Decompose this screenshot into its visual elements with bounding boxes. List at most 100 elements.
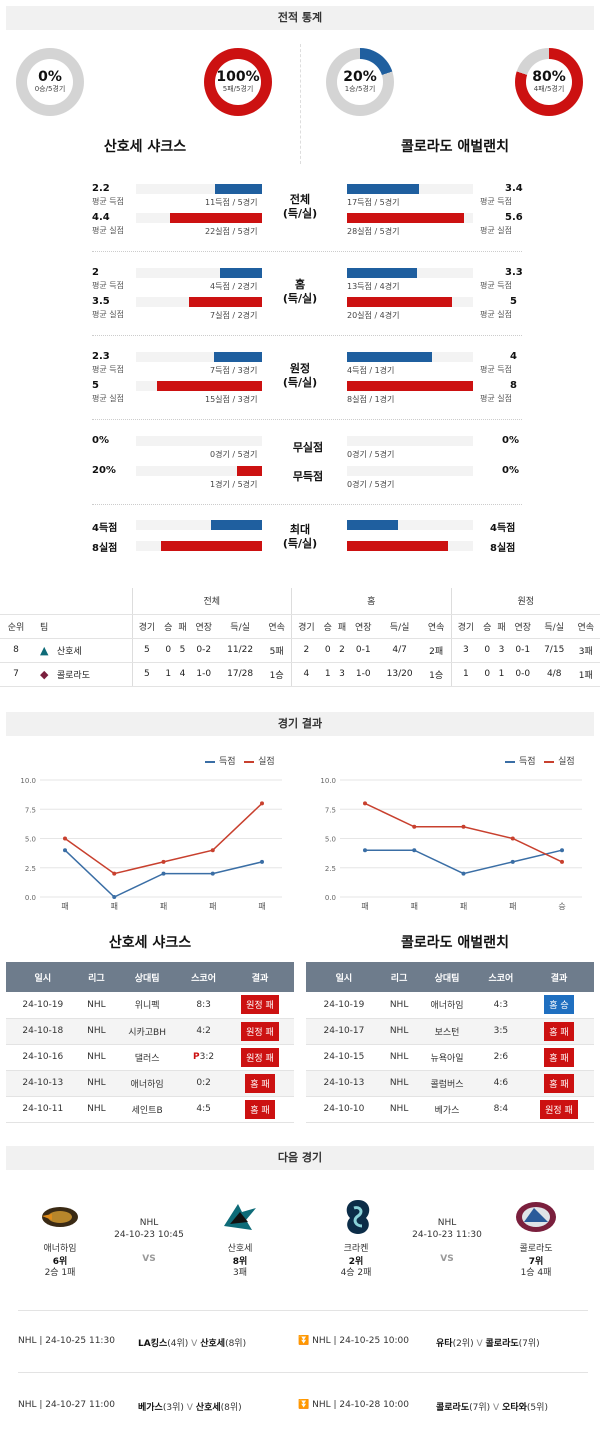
penalty-mark: P bbox=[193, 1052, 200, 1062]
upcoming-team: 유타 bbox=[436, 1339, 453, 1349]
x-tick-label: 패 bbox=[411, 901, 418, 911]
col: 연속 bbox=[262, 614, 292, 639]
result-cell: 홈 패 bbox=[523, 1018, 594, 1045]
data-point bbox=[412, 824, 417, 829]
fraction: 7득점 / 3경기 bbox=[210, 366, 258, 375]
team-name: 콜로라도 bbox=[56, 670, 90, 681]
bar-track bbox=[136, 184, 262, 194]
date-cell: 24-10-19 bbox=[6, 992, 80, 1019]
label: 평균 득점 bbox=[480, 197, 512, 206]
game-time: 24-10-23 10:45 bbox=[114, 1230, 184, 1240]
data-point bbox=[63, 836, 67, 841]
shark-logo-icon: ▲ bbox=[40, 643, 49, 657]
table-header: 스코어 bbox=[181, 962, 226, 992]
league-cell: NHL bbox=[381, 1044, 417, 1071]
table-header: 상대팀 bbox=[113, 962, 182, 992]
result-badge: 원정 패 bbox=[241, 1021, 279, 1041]
data-point bbox=[161, 859, 166, 864]
cat2: (득/실) bbox=[282, 537, 318, 550]
cat2: (득/실) bbox=[282, 207, 318, 220]
ducks-logo-icon bbox=[42, 1207, 78, 1227]
away-avg-conceded: 5.6 bbox=[505, 212, 523, 223]
home-results-table: 일시 리그 상대팀 스코어 결과 24-10-19 NHL 위니펙 8:3 원정 패 2… bbox=[6, 962, 294, 1123]
result-cell: 홈 패 bbox=[523, 1044, 594, 1071]
col: 연장 bbox=[508, 614, 537, 639]
cell: 1 bbox=[494, 662, 509, 687]
cell: 1패 bbox=[571, 662, 600, 687]
vs-icon: V bbox=[186, 1403, 193, 1413]
data-point bbox=[210, 848, 215, 853]
legend-swatch bbox=[505, 760, 515, 763]
home-no-score-pct: 20% bbox=[92, 465, 116, 476]
date-cell: 24-10-15 bbox=[306, 1044, 382, 1071]
y-tick-label: 10.0 bbox=[20, 777, 36, 785]
cell: 5 bbox=[131, 638, 162, 663]
team-b-name: 산호세 bbox=[227, 1244, 253, 1254]
fraction: 28실점 / 5경기 bbox=[347, 227, 400, 236]
label: 평균 득점 bbox=[92, 197, 124, 206]
x-tick-label: 패 bbox=[111, 901, 118, 911]
chevron-down-icon: ⏬ bbox=[298, 1400, 310, 1410]
col: 승 bbox=[480, 614, 495, 639]
col: 연속 bbox=[571, 614, 600, 639]
away-results-table: 일시 리그 상대팀 스코어 결과 24-10-19 NHL 애너하임 4:3 홈 승 2… bbox=[306, 962, 594, 1123]
divider bbox=[300, 44, 301, 164]
table-row: 24-10-16 NHL 댈러스 P3:2 원정 패 bbox=[6, 1044, 294, 1071]
away-conceded-bar bbox=[347, 213, 464, 223]
cell: 1승 bbox=[262, 662, 292, 687]
legend-label: 실점 bbox=[558, 757, 575, 767]
table-row: 24-10-11 NHL 세인트B 4:5 홈 패 bbox=[6, 1096, 294, 1123]
legend-swatch bbox=[205, 760, 215, 763]
label: 평균 득점 bbox=[480, 365, 512, 374]
col: 패 bbox=[494, 614, 509, 639]
score-cell: 4:3 bbox=[477, 992, 524, 1019]
col-team: 팀 bbox=[32, 614, 132, 639]
data-point bbox=[560, 859, 564, 864]
donut-pct: 20% bbox=[343, 69, 377, 85]
data-point bbox=[510, 836, 515, 841]
fraction: 11득점 / 5경기 bbox=[205, 198, 258, 207]
date-cell: 24-10-11 bbox=[6, 1096, 80, 1123]
home-scored-bar bbox=[214, 352, 262, 362]
game-league: NHL bbox=[139, 1218, 159, 1228]
standings-table: 전체 홈 원정 순위 팀 경기 승 패 연장 득/실 연속 경기 승 패 연장 득/실 연속 경기 승… bbox=[0, 588, 600, 687]
table-row: 24-10-13 NHL 애너하임 0:2 홈 패 bbox=[6, 1070, 294, 1097]
date-cell: 24-10-16 bbox=[6, 1044, 80, 1071]
date-cell: 24-10-13 bbox=[6, 1070, 80, 1097]
legend-swatch bbox=[244, 760, 255, 763]
result-badge: 원정 패 bbox=[241, 995, 279, 1015]
series-line bbox=[364, 802, 563, 863]
shark-logo-icon bbox=[224, 1204, 256, 1230]
category-no-score: 무득점 bbox=[292, 470, 324, 483]
upcoming-rank: (3위) bbox=[162, 1403, 184, 1413]
result-badge: 원정 패 bbox=[540, 1099, 578, 1119]
away-results-chart: 0.0 2.5 5.0 7.5 10.0 패 패 패 패 승 bbox=[320, 777, 582, 911]
fraction: 4득점 / 1경기 bbox=[347, 366, 395, 375]
date-cell: 24-10-19 bbox=[306, 992, 382, 1019]
x-tick-label: 패 bbox=[61, 901, 68, 911]
result-badge: 홈 패 bbox=[544, 1021, 574, 1041]
team-b-name: 콜로라도 bbox=[519, 1244, 553, 1254]
upcoming-right-2-teams: 콜로라도(7위) V 오타와(5위) bbox=[436, 1400, 548, 1413]
category-label: 홈 (득/실) bbox=[270, 278, 330, 306]
avalanche-logo-icon: ◆ bbox=[40, 667, 49, 681]
opponent-cell: 콜럼버스 bbox=[416, 1070, 478, 1097]
col: 득/실 bbox=[377, 614, 422, 639]
upcoming-right-1-teams: 유타(2위) V 콜로라도(7위) bbox=[436, 1336, 540, 1349]
table-header: 일시 bbox=[306, 962, 382, 992]
y-tick-label: 7.5 bbox=[25, 806, 36, 814]
separator bbox=[92, 504, 522, 505]
result-badge: 홈 패 bbox=[544, 1047, 574, 1067]
label: 평균 실점 bbox=[92, 394, 124, 403]
home-conceded-bar bbox=[157, 381, 262, 391]
col: 경기 bbox=[450, 614, 481, 639]
table-header: 리그 bbox=[381, 962, 417, 992]
fraction: 17득점 / 5경기 bbox=[347, 198, 400, 207]
team-a-rank: 2위 bbox=[348, 1257, 364, 1267]
table-row: 24-10-10 NHL 베가스 8:4 원정 패 bbox=[306, 1096, 594, 1123]
col: 패 bbox=[175, 614, 190, 639]
cell: 3패 bbox=[571, 638, 600, 663]
x-tick-label: 패 bbox=[209, 901, 216, 911]
team-b-rank: 7위 bbox=[528, 1257, 544, 1267]
result-badge: 홈 패 bbox=[544, 1073, 574, 1093]
